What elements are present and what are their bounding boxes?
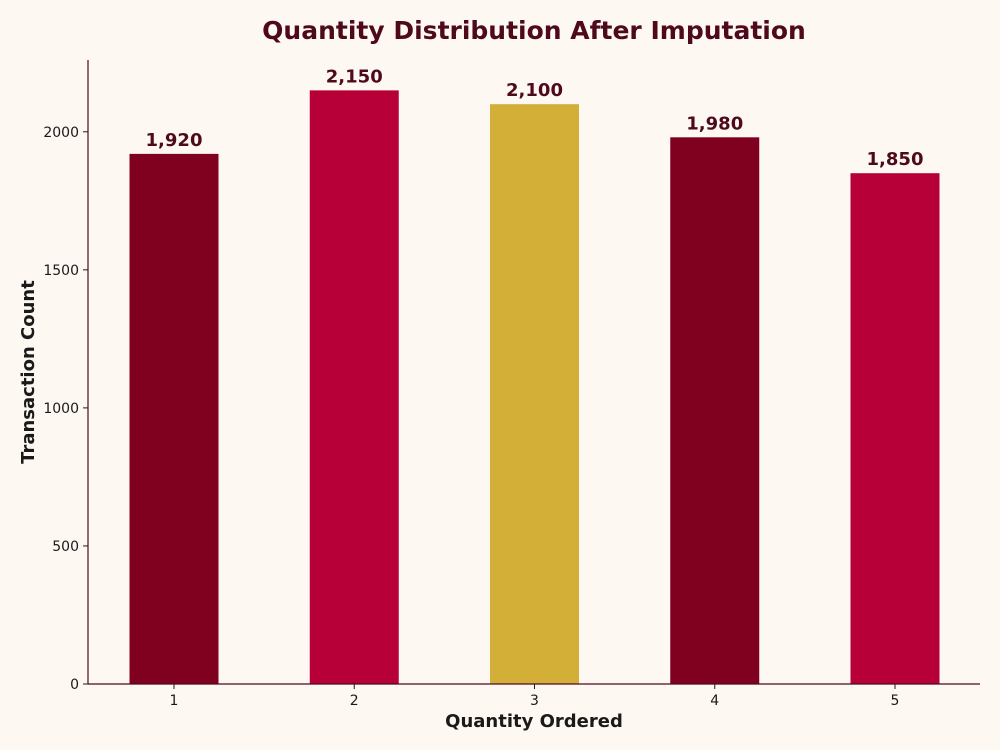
value-label-3: 2,100 bbox=[506, 80, 563, 101]
bar-5 bbox=[850, 173, 940, 684]
value-label-2: 2,150 bbox=[326, 66, 383, 87]
y-tick-label-0: 0 bbox=[70, 677, 79, 693]
y-tick-label-2000: 2000 bbox=[43, 125, 79, 141]
bar-2 bbox=[309, 90, 399, 684]
y-tick-label-1500: 1500 bbox=[43, 263, 79, 279]
x-tick-label-4: 4 bbox=[710, 693, 719, 709]
value-labels-group: 1,920 2,150 2,100 1,980 1,850 bbox=[146, 66, 924, 170]
bars-group bbox=[129, 90, 940, 684]
y-tick-label-500: 500 bbox=[52, 539, 79, 555]
y-ticks-group: 0 500 1000 1500 2000 bbox=[43, 125, 88, 693]
bar-1 bbox=[129, 153, 219, 684]
bar-3 bbox=[490, 104, 579, 684]
value-label-4: 1,980 bbox=[686, 113, 743, 134]
bar-4 bbox=[670, 137, 760, 684]
x-axis-label: Quantity Ordered bbox=[445, 711, 623, 732]
x-tick-label-3: 3 bbox=[530, 693, 539, 709]
value-label-5: 1,850 bbox=[867, 149, 924, 170]
x-tick-label-2: 2 bbox=[350, 693, 359, 709]
x-tick-label-5: 5 bbox=[891, 693, 900, 709]
chart-title: Quantity Distribution After Imputation bbox=[262, 16, 806, 45]
y-tick-label-1000: 1000 bbox=[43, 401, 79, 417]
value-label-1: 1,920 bbox=[146, 130, 203, 151]
y-axis-label: Transaction Count bbox=[18, 280, 39, 464]
x-ticks-group: 1 2 3 4 5 bbox=[170, 684, 900, 709]
x-tick-label-1: 1 bbox=[170, 693, 179, 709]
